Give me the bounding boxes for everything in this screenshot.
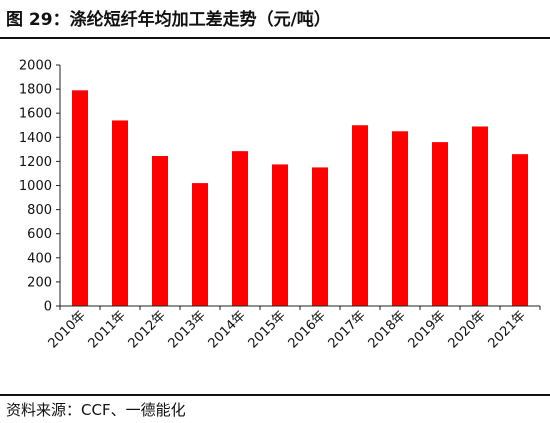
x-category-label: 2018年: [366, 308, 409, 351]
bar-2019: [432, 142, 448, 306]
y-tick-label: 1000: [19, 179, 52, 194]
y-tick-label: 600: [27, 227, 52, 242]
bar-2016: [312, 167, 328, 306]
y-axis: 0 200 400 600 800 1000 1200 1400 1600 1800 2000: [19, 59, 61, 315]
y-tick-label: 0: [44, 300, 52, 315]
chart-title: 图 29：涤纶短纤年均加工差走势（元/吨）: [6, 10, 331, 30]
bar-2011: [112, 120, 128, 307]
x-category-label: 2019年: [406, 308, 449, 351]
bar-2013: [192, 183, 208, 306]
x-category-label: 2020年: [446, 308, 489, 351]
y-tick-label: 1400: [19, 131, 52, 146]
bars: [72, 90, 528, 307]
bar-2015: [272, 164, 288, 306]
x-category-label: 2021年: [486, 308, 529, 351]
source-note: 资料来源：CCF、一德能化: [6, 401, 186, 419]
y-tick-label: 1200: [19, 155, 52, 170]
bar-2017: [352, 125, 368, 306]
y-tick-label: 200: [27, 275, 52, 290]
bar-2014: [232, 151, 248, 306]
y-tick-label: 1800: [19, 83, 52, 98]
x-category-label: 2010年: [46, 308, 89, 351]
bottom-divider: [0, 394, 550, 396]
y-tick-label: 2000: [19, 59, 52, 74]
y-tick-label: 1600: [19, 107, 52, 122]
bar-2012: [152, 155, 168, 306]
y-tick-label: 400: [27, 251, 52, 266]
bar-chart: 0 200 400 600 800 1000 1200 1400 1600 1800 2000 20…: [19, 59, 541, 351]
bar-2021: [512, 154, 528, 306]
x-category-label: 2011年: [86, 308, 129, 351]
x-category-label: 2013年: [166, 308, 209, 351]
x-category-label: 2017年: [326, 308, 369, 351]
y-tick-label: 800: [27, 203, 52, 218]
x-category-label: 2016年: [286, 308, 329, 351]
x-axis: 2010年2011年2012年2013年2014年2015年2016年2017年…: [46, 305, 541, 351]
top-divider: [0, 37, 550, 39]
x-category-label: 2015年: [246, 308, 289, 351]
bar-2018: [392, 131, 408, 306]
bar-2010: [72, 90, 88, 307]
x-category-label: 2012年: [126, 308, 169, 351]
x-category-label: 2014年: [206, 308, 249, 351]
bar-2020: [472, 126, 488, 306]
